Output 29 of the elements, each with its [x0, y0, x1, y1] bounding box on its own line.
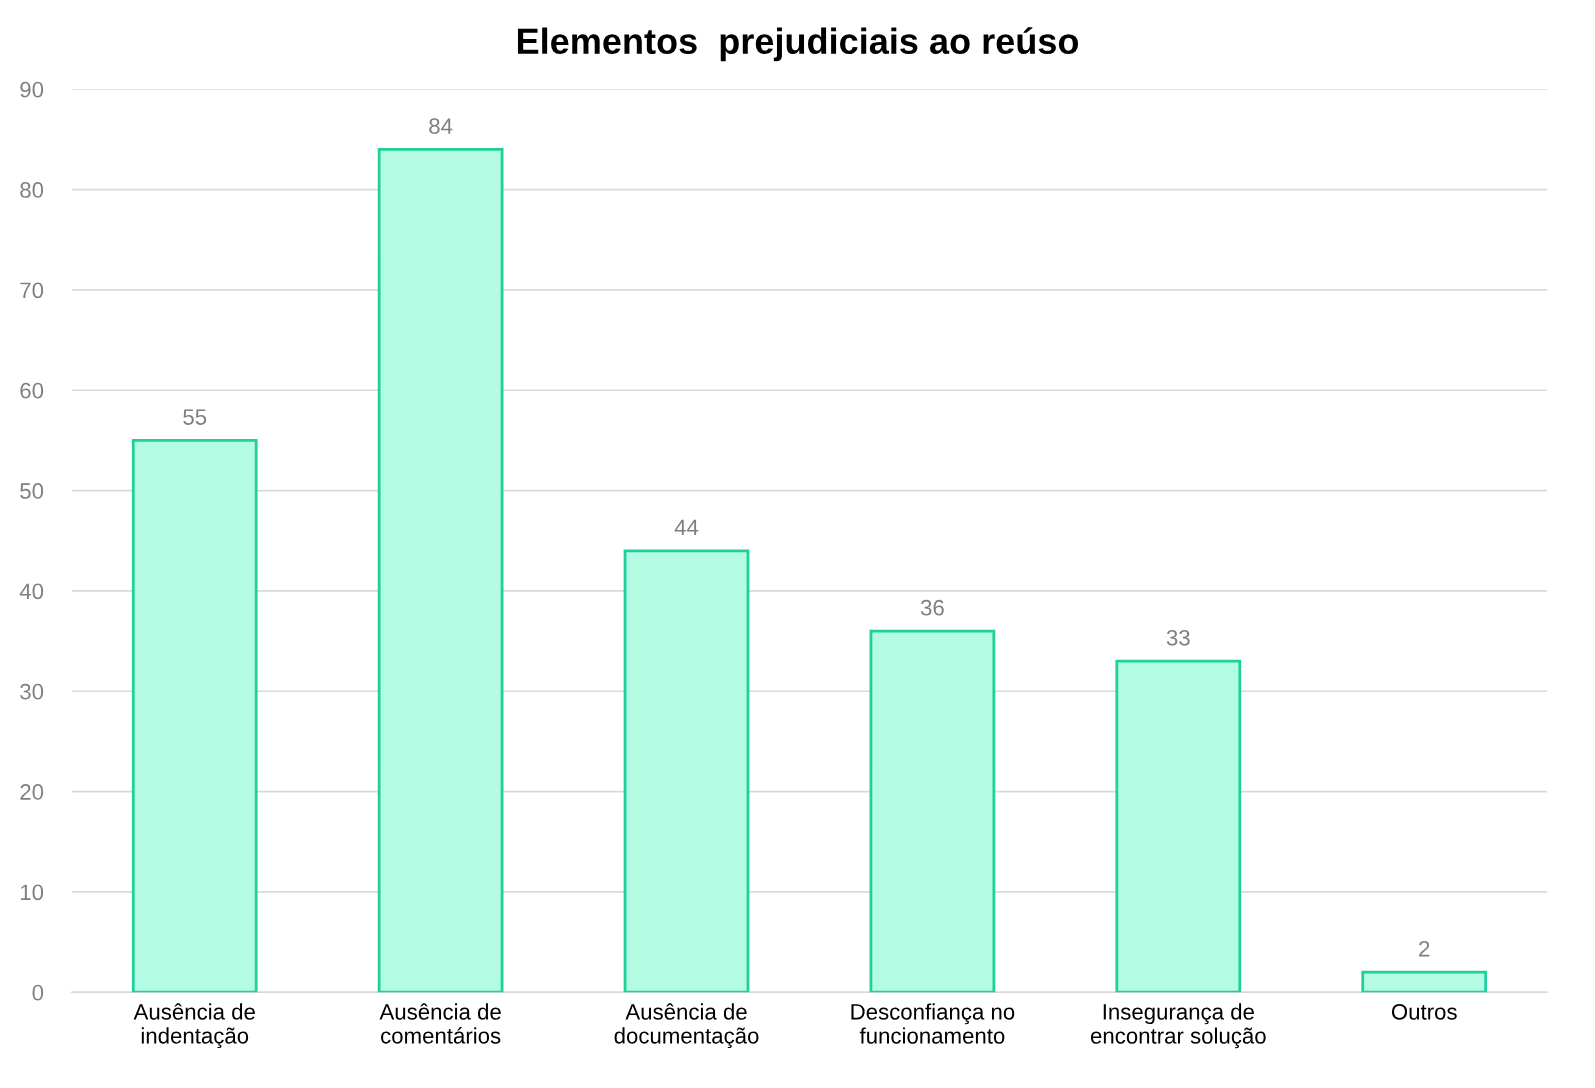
bar	[623, 549, 750, 993]
y-tick-label: 40	[19, 583, 44, 600]
y-tick-label: 70	[20, 282, 44, 299]
y-tick-label: 10	[20, 884, 44, 901]
bar	[131, 439, 258, 993]
bar	[1361, 970, 1488, 993]
y-tick-label: 30	[20, 683, 44, 700]
data-label: 44	[674, 519, 699, 536]
bar	[1115, 659, 1242, 993]
x-tick-label: Insegurança de encontrar solução	[1090, 1003, 1266, 1049]
x-tick-label: Ausência de indentação	[133, 1003, 255, 1049]
y-tick-label: 80	[20, 182, 44, 198]
chart-title: Elementos prejudiciais ao reúso	[517, 27, 1079, 62]
x-tick-label: Ausência de comentários	[379, 1003, 501, 1044]
y-tick-label: 60	[20, 382, 44, 399]
data-label: 33	[1166, 629, 1190, 646]
data-label: 36	[920, 599, 944, 616]
x-tick-label: Outros	[1391, 1003, 1457, 1020]
data-label: 2	[1419, 940, 1430, 957]
y-tick-label: 20	[20, 784, 44, 800]
bar	[377, 148, 504, 993]
y-tick-label: 90	[20, 81, 44, 98]
y-tick-label: 50	[20, 483, 44, 499]
data-label: 55	[183, 409, 207, 425]
x-tick-label: Desconfiança no funcionamento	[851, 1003, 1015, 1044]
x-tick-label: Ausência de documentação	[614, 1003, 759, 1049]
bar	[869, 629, 996, 993]
data-label: 84	[429, 118, 453, 134]
y-tick-label: 0	[32, 984, 44, 1001]
